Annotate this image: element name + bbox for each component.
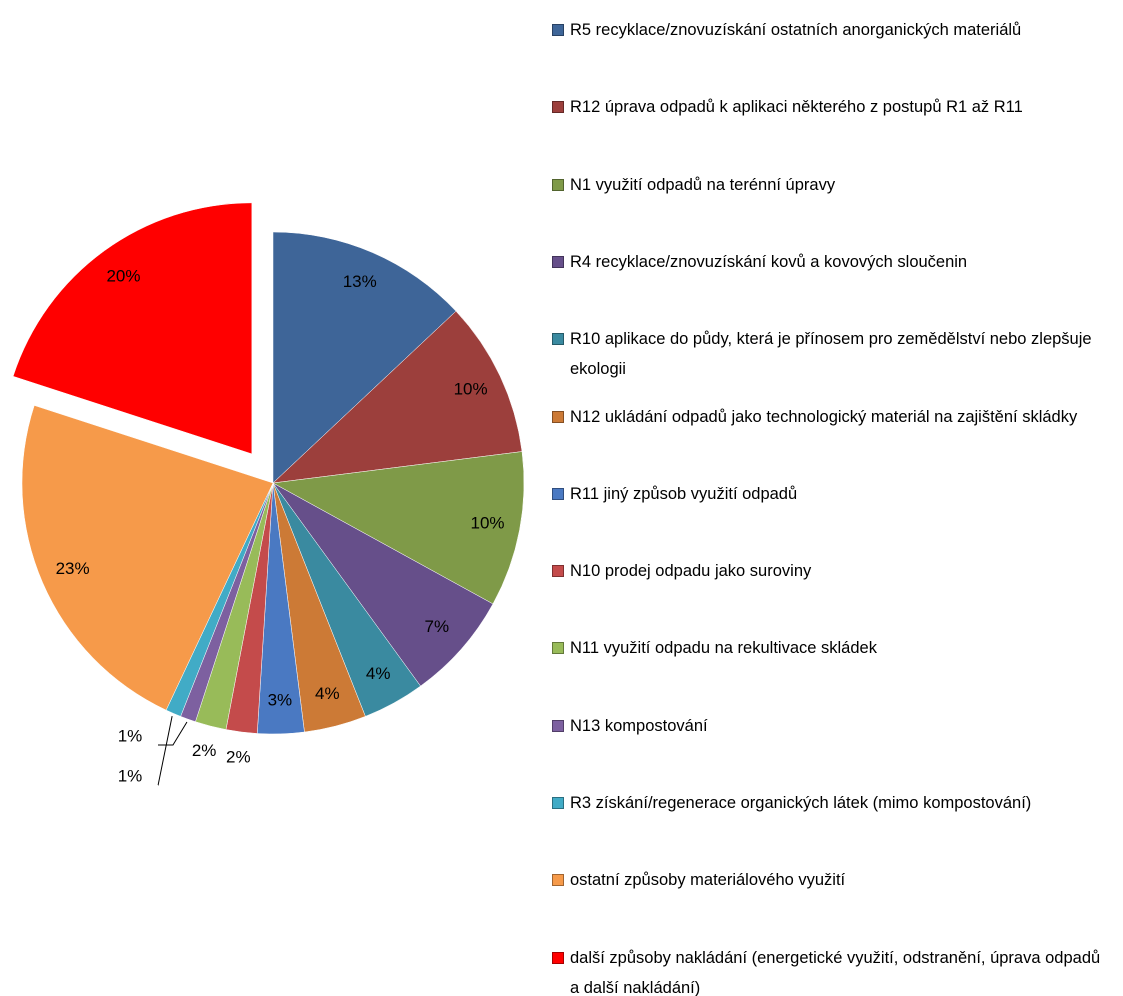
data-label: 13% — [343, 272, 377, 291]
legend-item: N12 ukládání odpadů jako technologický m… — [552, 402, 1112, 432]
pie-slice — [12, 202, 253, 455]
legend-label: N10 prodej odpadu jako suroviny — [570, 562, 812, 581]
legend-swatch — [552, 333, 564, 346]
legend-item: R5 recyklace/znovuzískání ostatních anor… — [552, 15, 1112, 45]
legend-swatch — [552, 797, 564, 809]
data-label: 10% — [454, 380, 488, 399]
legend-label: N12 ukládání odpadů jako technologický m… — [570, 407, 1078, 426]
legend-swatch — [552, 487, 564, 500]
legend-swatch — [552, 101, 564, 114]
data-label: 23% — [56, 559, 90, 578]
pie-slice — [272, 231, 457, 484]
legend-swatch — [552, 178, 564, 191]
legend-item: R10 aplikace do půdy, která je přínosem … — [552, 324, 1112, 384]
legend-swatch — [552, 24, 564, 36]
legend-label: R12 úprava odpadů k aplikaci některého z… — [570, 98, 1023, 117]
leader-line — [157, 716, 173, 786]
legend-swatch — [552, 565, 564, 578]
data-label: 1% — [118, 726, 143, 745]
legend-label: ostatní způsoby materiálového využití — [570, 871, 846, 890]
legend-swatch — [552, 410, 564, 423]
legend-label: další způsoby nakládání (energetické vyu… — [570, 948, 1101, 996]
legend-label: N13 kompostování — [570, 716, 708, 735]
legend-label: R11 jiný způsob využití odpadů — [570, 484, 798, 503]
legend-label: R10 aplikace do půdy, která je přínosem … — [570, 330, 1092, 379]
legend-item: N10 prodej odpadu jako suroviny — [552, 556, 1112, 586]
pie-slice — [272, 451, 525, 605]
legend-item: R12 úprava odpadů k aplikaci některého z… — [552, 92, 1112, 122]
data-label: 2% — [192, 741, 217, 760]
legend-item: R4 recyklace/znovuzískání kovů a kovovýc… — [552, 247, 1112, 277]
legend-item: N13 kompostování — [552, 711, 1112, 741]
data-label: 10% — [470, 513, 504, 532]
data-label: 3% — [268, 691, 293, 710]
legend-item: ostatní způsoby materiálového využití — [552, 865, 1112, 895]
legend-item: N1 využití odpadů na terénní úpravy — [552, 170, 1112, 200]
data-label: 1% — [118, 766, 143, 785]
pie-slice — [21, 405, 274, 711]
data-label: 4% — [366, 664, 391, 683]
legend-label: N1 využití odpadů na terénní úpravy — [570, 175, 836, 194]
pie-slice — [272, 482, 494, 687]
legend-item: N11 využití odpadu na rekultivace skláde… — [552, 633, 1112, 663]
legend-item: další způsoby nakládání (energetické vyu… — [552, 943, 1112, 996]
data-label: 4% — [315, 684, 340, 703]
legend-swatch — [552, 642, 564, 655]
legend-item: R3 získání/regenerace organických látek … — [552, 788, 1112, 818]
legend-swatch — [552, 719, 564, 732]
data-label: 20% — [106, 267, 140, 286]
legend-label: N11 využití odpadu na rekultivace skláde… — [570, 639, 877, 658]
legend-item: R11 jiný způsob využití odpadů — [552, 479, 1112, 509]
legend-swatch — [552, 951, 564, 964]
data-label: 7% — [425, 617, 450, 636]
legend-label: R5 recyklace/znovuzískání ostatních anor… — [570, 21, 1022, 39]
legend-label: R3 získání/regenerace organických látek … — [570, 794, 1032, 812]
pie-slice — [272, 310, 523, 484]
data-label: 2% — [226, 747, 251, 766]
legend-swatch — [552, 255, 564, 268]
legend-swatch — [552, 874, 564, 887]
legend-label: R4 recyklace/znovuzískání kovů a kovovýc… — [570, 252, 968, 271]
leader-line — [158, 721, 188, 746]
